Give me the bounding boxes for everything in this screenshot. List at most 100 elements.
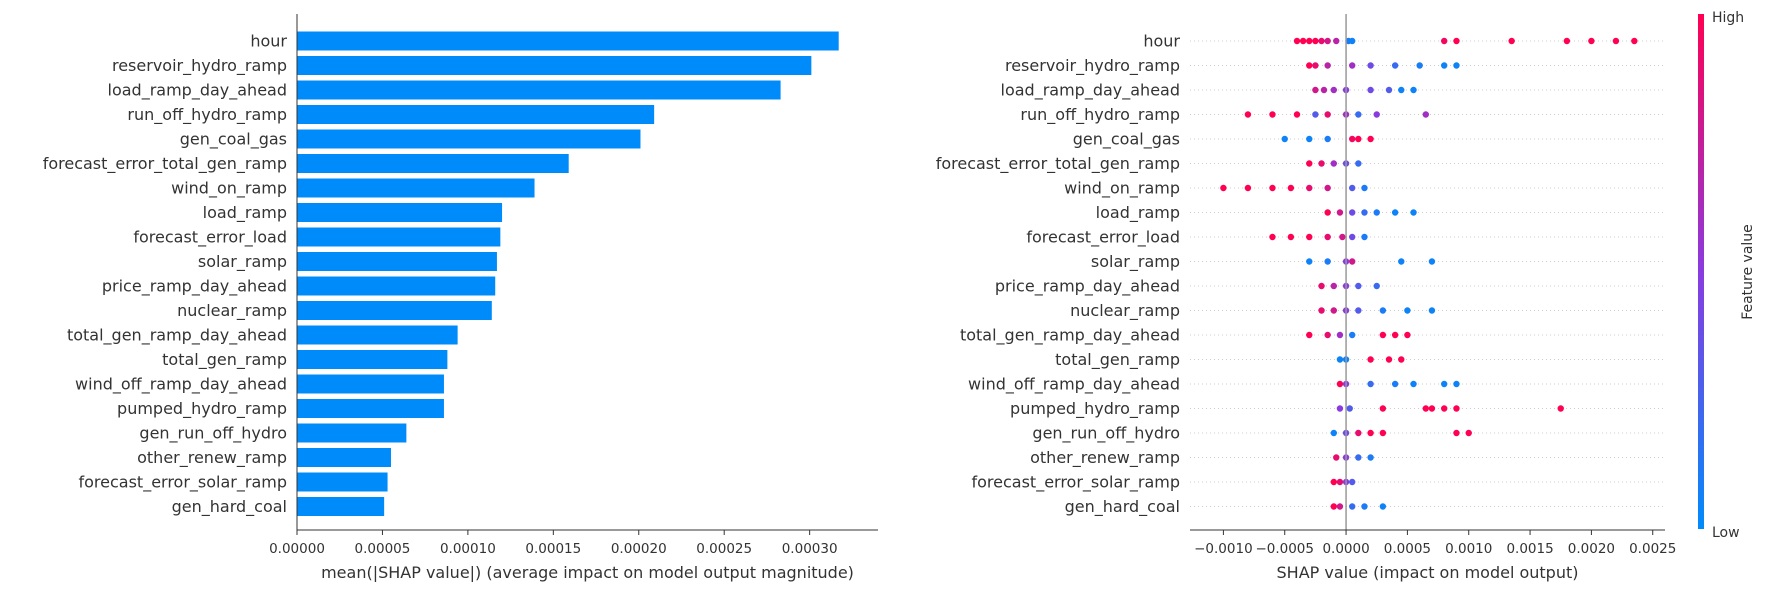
x-tick-label: 0.00025 (696, 541, 752, 557)
feature-label: other_renew_ramp (137, 448, 287, 468)
shap-point (1367, 62, 1374, 69)
x-tick-label: 0.00030 (782, 541, 838, 557)
shap-point (1410, 380, 1417, 388)
shap-point (1306, 160, 1313, 167)
bar (297, 178, 535, 198)
shap-point (1318, 37, 1325, 45)
shap-point (1398, 258, 1405, 265)
x-tick-label: 0.00010 (440, 541, 496, 557)
shap-point (1612, 37, 1620, 45)
shap-point (1287, 233, 1295, 241)
feature-label: wind_off_ramp_day_ahead (968, 375, 1180, 395)
bar (297, 31, 839, 51)
feature-label: gen_coal_gas (180, 130, 287, 150)
shap-point (1349, 135, 1356, 143)
feature-label: gen_hard_coal (1065, 497, 1180, 517)
x-tick-label: 0.0020 (1568, 541, 1615, 557)
bar (297, 129, 641, 149)
shap-point (1349, 233, 1356, 241)
shap-point (1349, 184, 1356, 192)
shap-point (1410, 209, 1417, 216)
feature-label: gen_hard_coal (172, 497, 287, 517)
shap-point (1306, 184, 1313, 192)
shap-point (1508, 37, 1515, 45)
shap-point (1404, 307, 1411, 314)
shap-point (1220, 184, 1227, 192)
shap-point (1312, 86, 1319, 94)
feature-label: price_ramp_day_ahead (102, 277, 287, 297)
shap-point (1361, 233, 1368, 241)
feature-label: hour (250, 32, 287, 51)
shap-point (1441, 37, 1448, 45)
shap-point (1441, 380, 1448, 388)
x-tick-label: 0.0015 (1506, 541, 1553, 557)
feature-label: forecast_error_total_gen_ramp (43, 154, 287, 174)
shap-point (1453, 380, 1460, 388)
shap-point (1379, 405, 1387, 412)
shap-point (1385, 86, 1393, 94)
shap-point (1330, 86, 1338, 94)
shap-point (1330, 160, 1338, 167)
feature-label: solar_ramp (198, 252, 287, 272)
shap-point (1428, 258, 1436, 265)
bar (297, 105, 655, 124)
shap-point (1269, 184, 1276, 192)
x-axis-title: mean(|SHAP value|) (average impact on mo… (321, 563, 854, 582)
shap-point (1453, 37, 1460, 45)
shap-point (1428, 307, 1436, 314)
feature-label: wind_on_ramp (171, 179, 287, 199)
bar (297, 472, 388, 492)
shap-point (1391, 62, 1399, 69)
shap-point (1349, 62, 1356, 69)
feature-label: load_ramp (203, 203, 287, 223)
shap-point (1336, 209, 1344, 216)
shap-point (1373, 209, 1380, 216)
shap-point (1404, 331, 1411, 339)
shap-point (1339, 233, 1346, 241)
feature-label: total_gen_ramp_day_ahead (960, 326, 1180, 346)
feature-label: load_ramp_day_ahead (108, 81, 288, 101)
shap-point (1361, 209, 1368, 216)
shap-point (1336, 356, 1344, 363)
shap-point (1306, 331, 1313, 339)
feature-label: gen_run_off_hydro (1032, 424, 1180, 444)
colorbar-gradient (1698, 14, 1704, 529)
feature-value-colorbar: High Low Feature value (1698, 10, 1756, 541)
shap-point (1244, 111, 1252, 118)
shap-point (1355, 307, 1362, 314)
shap-point (1367, 356, 1374, 363)
shap-point (1373, 111, 1380, 118)
bar (297, 399, 444, 418)
bar (297, 154, 569, 173)
shap-point (1324, 209, 1331, 216)
shap-point (1349, 209, 1356, 216)
feature-label: run_off_hydro_ramp (127, 105, 287, 125)
shap-point (1422, 405, 1430, 412)
x-tick-label: 0.00005 (355, 541, 411, 557)
x-tick-label: −0.0010 (1194, 541, 1253, 557)
shap-point (1465, 429, 1472, 437)
shap-point (1312, 111, 1319, 118)
shap-point (1428, 405, 1436, 412)
feature-label: nuclear_ramp (177, 301, 287, 321)
bar (297, 56, 812, 75)
shap-point (1320, 86, 1328, 94)
shap-point (1379, 307, 1387, 314)
feature-label: total_gen_ramp (1055, 350, 1180, 370)
feature-label: total_gen_ramp_day_ahead (67, 326, 287, 346)
shap-point (1306, 37, 1313, 45)
x-tick-label: 0.0025 (1629, 541, 1676, 557)
shap-point (1330, 503, 1338, 510)
feature-label: other_renew_ramp (1030, 448, 1180, 468)
shap-point (1361, 184, 1368, 192)
feature-label: forecast_error_solar_ramp (971, 473, 1180, 493)
x-tick-label: 0.00015 (525, 541, 581, 557)
feature-label: pumped_hydro_ramp (117, 399, 287, 419)
x-tick-label: −0.0005 (1255, 541, 1314, 557)
shap-point (1588, 37, 1595, 45)
shap-point (1346, 405, 1353, 412)
shap-point (1398, 86, 1405, 94)
x-tick-label: 0.0005 (1384, 541, 1431, 557)
feature-label: wind_off_ramp_day_ahead (75, 375, 287, 395)
